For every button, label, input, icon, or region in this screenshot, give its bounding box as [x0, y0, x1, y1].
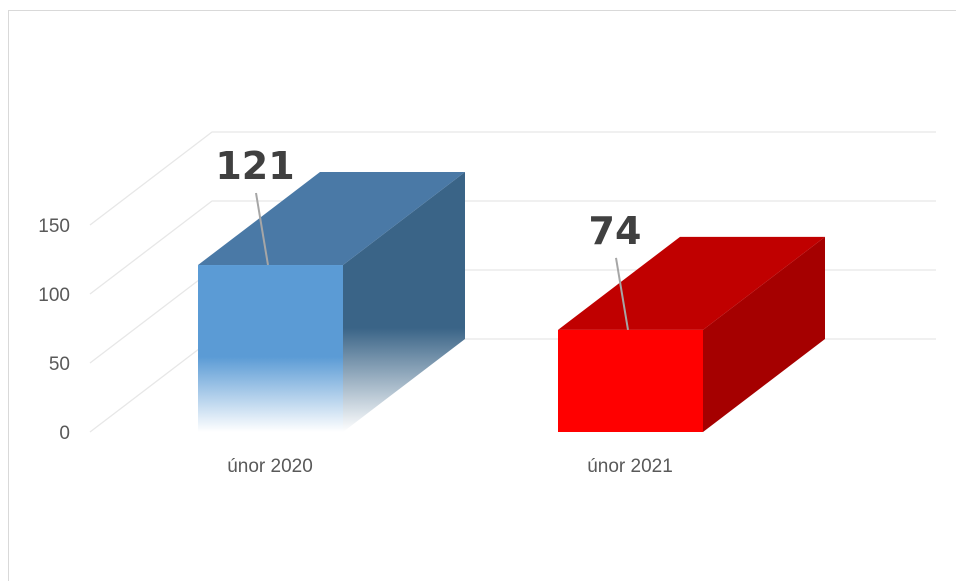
y-tick-label-50: 50: [49, 354, 70, 375]
x-category-label-unor-2021: únor 2021: [587, 456, 673, 477]
data-label-leader-unor-2020: [255, 192, 269, 266]
gridline-100: [89, 200, 936, 295]
y-tick-label-150: 150: [38, 216, 70, 237]
x-category-label-unor-2020: únor 2020: [227, 456, 313, 477]
bar-unor-2020: [198, 172, 465, 432]
bar-unor-2020-front: [198, 265, 343, 432]
bar-unor-2021: [558, 236, 825, 432]
bar-unor-2021-front: [558, 329, 703, 432]
gridline-150: [89, 131, 936, 226]
y-axis-tick-labels: 0 50 100 150: [38, 216, 70, 444]
bar-unor-2020-side: [343, 172, 465, 432]
data-label-unor-2021: 74: [589, 209, 642, 253]
y-tick-label-0: 0: [59, 423, 70, 444]
y-tick-label-100: 100: [38, 285, 70, 306]
bar-unor-2021-side: [703, 236, 825, 432]
data-label-leader-unor-2021: [615, 257, 629, 331]
data-label-unor-2020: 121: [215, 144, 294, 188]
